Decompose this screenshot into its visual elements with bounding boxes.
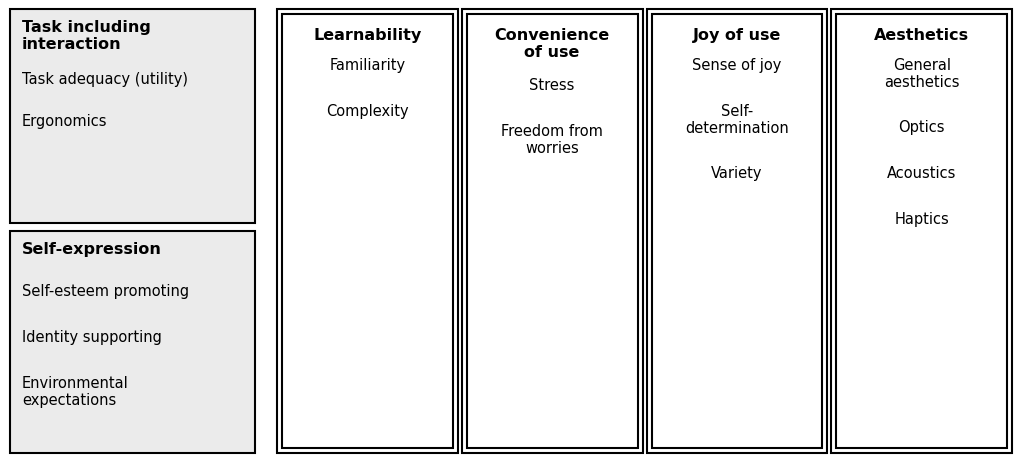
Text: Self-
determination: Self- determination [685, 104, 788, 136]
Bar [467, 15, 638, 448]
Text: Optics: Optics [898, 120, 945, 135]
Bar [278, 10, 458, 453]
Text: Self-expression: Self-expression [22, 241, 162, 256]
Text: Sense of joy: Sense of joy [692, 58, 781, 73]
Text: Identity supporting: Identity supporting [22, 329, 162, 344]
Bar [462, 10, 642, 453]
Text: Learnability: Learnability [313, 28, 422, 43]
Bar [282, 15, 453, 448]
Bar [651, 15, 822, 448]
Text: Environmental
expectations: Environmental expectations [22, 375, 129, 407]
Bar [646, 10, 827, 453]
Bar [831, 10, 1012, 453]
Text: General
aesthetics: General aesthetics [884, 58, 959, 90]
Text: Self-esteem promoting: Self-esteem promoting [22, 283, 189, 298]
Text: Variety: Variety [711, 166, 763, 181]
Text: Haptics: Haptics [894, 212, 949, 226]
Text: Joy of use: Joy of use [692, 28, 781, 43]
Text: Freedom from
worries: Freedom from worries [501, 124, 603, 156]
Text: Aesthetics: Aesthetics [874, 28, 969, 43]
Text: Familiarity: Familiarity [330, 58, 406, 73]
Text: Convenience
of use: Convenience of use [495, 28, 609, 60]
Bar [837, 15, 1007, 448]
Text: Task including
interaction: Task including interaction [22, 20, 151, 52]
Text: Stress: Stress [529, 78, 574, 93]
Text: Complexity: Complexity [326, 104, 409, 119]
Text: Task adequacy (utility): Task adequacy (utility) [22, 72, 188, 87]
Text: Acoustics: Acoustics [887, 166, 956, 181]
Bar [10, 231, 255, 453]
Bar [10, 10, 255, 223]
Text: Ergonomics: Ergonomics [22, 114, 108, 129]
